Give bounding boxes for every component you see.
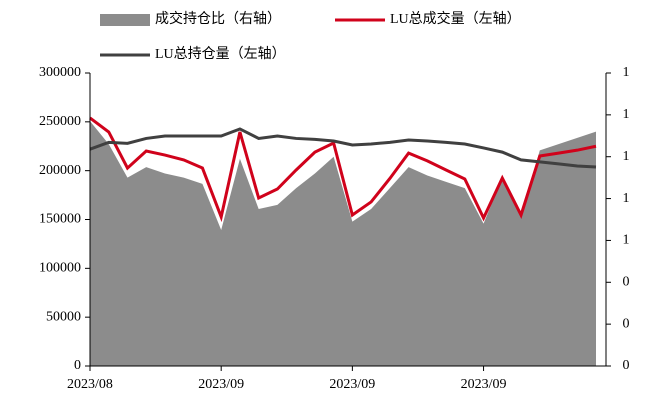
line bbox=[89, 116, 597, 223]
y-tick-label: 250000 bbox=[39, 114, 81, 129]
legend-swatch bbox=[100, 14, 150, 26]
y-tick-label: 100000 bbox=[39, 261, 81, 276]
y-tick-label: 300000 bbox=[39, 65, 81, 80]
y2-tick-label: 1 bbox=[623, 107, 630, 122]
line bbox=[89, 127, 597, 169]
legend-label: LU总持仓量（左轴） bbox=[155, 46, 286, 62]
y2-tick-label: 1 bbox=[623, 233, 630, 248]
y2-tick-label: 1 bbox=[623, 149, 630, 164]
x-tick-label: 2023/09 bbox=[461, 377, 507, 392]
y-tick-label: 150000 bbox=[39, 212, 81, 227]
x-tick-label: 2023/09 bbox=[329, 377, 375, 392]
y2-tick-label: 1 bbox=[623, 191, 630, 206]
legend-label: 成交持仓比（右轴） bbox=[155, 10, 281, 27]
x-tick-label: 2023/08 bbox=[67, 377, 113, 392]
y-tick-label: 200000 bbox=[39, 163, 81, 178]
x-tick-label: 2023/09 bbox=[198, 377, 244, 392]
y-tick-label: 50000 bbox=[46, 309, 81, 324]
y-tick-label: 0 bbox=[74, 358, 81, 373]
y2-tick-label: 0 bbox=[623, 316, 630, 331]
legend-label: LU总成交量（左轴） bbox=[390, 10, 521, 27]
y2-tick-label: 0 bbox=[623, 358, 630, 373]
area bbox=[90, 121, 596, 366]
y2-tick-label: 1 bbox=[623, 65, 630, 80]
y2-tick-label: 0 bbox=[623, 275, 630, 290]
